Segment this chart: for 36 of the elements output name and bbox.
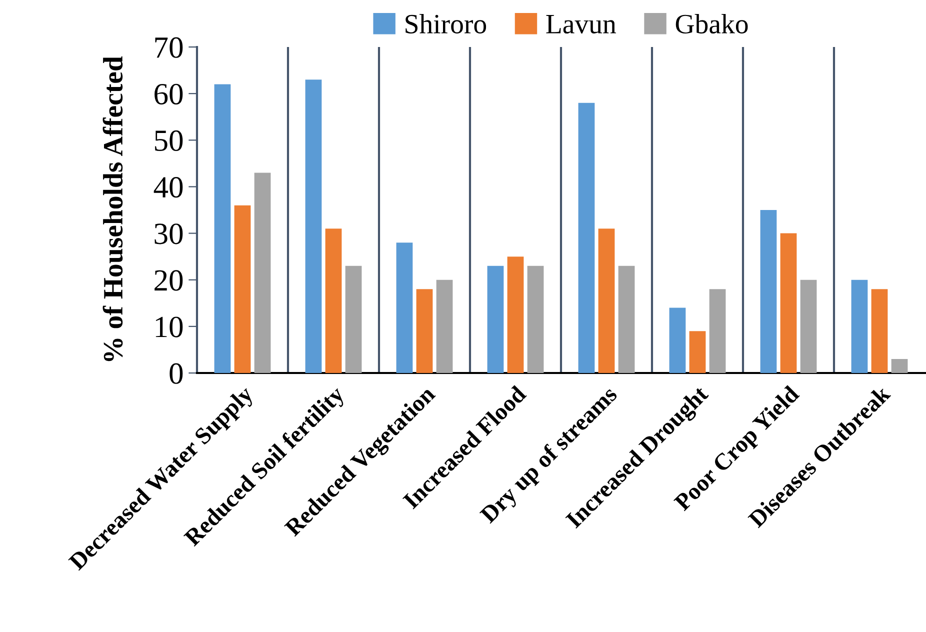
- legend-label: Shiroro: [406, 14, 486, 34]
- bar: [345, 266, 362, 373]
- y-tick-label: 10: [156, 316, 183, 338]
- y-axis-title: % of Households Affected: [102, 56, 123, 362]
- bar: [780, 233, 797, 373]
- bar: [598, 228, 615, 373]
- bar: [527, 266, 544, 373]
- bar: [305, 80, 322, 373]
- bar: [669, 308, 686, 373]
- bar: [851, 280, 868, 373]
- y-tick-label: 60: [154, 84, 183, 104]
- y-tick-label: 50: [155, 130, 183, 152]
- bar: [254, 172, 271, 373]
- y-tick-label: 0: [170, 363, 183, 384]
- bar: [689, 331, 706, 373]
- bar: [800, 280, 817, 373]
- y-tick-label: 30: [154, 224, 183, 244]
- bar: [507, 256, 524, 373]
- y-tick-label: 40: [154, 176, 183, 198]
- bar: [234, 205, 251, 373]
- bar: [578, 102, 595, 373]
- bar: [416, 289, 433, 373]
- bar: [396, 242, 413, 373]
- bar: [760, 210, 777, 373]
- bar: [891, 359, 908, 373]
- bar: [709, 289, 726, 373]
- legend-label: Lavun: [546, 15, 616, 34]
- y-tick-label: 20: [154, 270, 183, 291]
- bar: [214, 84, 231, 373]
- bar: [436, 280, 453, 373]
- bar: [871, 289, 888, 373]
- bar: [325, 228, 342, 373]
- legend-label: Gbako: [676, 14, 748, 34]
- bar: [618, 266, 635, 373]
- bar: [487, 266, 504, 373]
- y-tick-label: 70: [155, 37, 183, 58]
